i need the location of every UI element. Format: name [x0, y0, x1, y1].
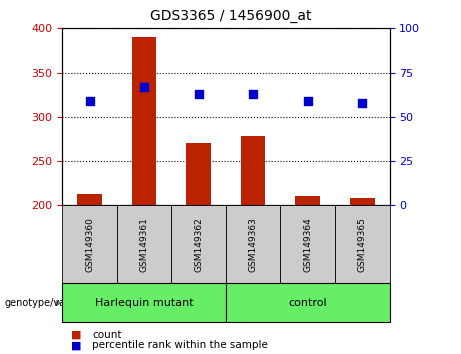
Bar — [296, 196, 320, 205]
Point — [86, 98, 93, 104]
Bar — [132, 37, 156, 205]
Bar — [186, 143, 211, 205]
Text: ■: ■ — [71, 330, 82, 339]
Point — [195, 91, 202, 97]
Point — [304, 98, 311, 104]
Text: genotype/variation: genotype/variation — [5, 298, 97, 308]
Text: Harlequin mutant: Harlequin mutant — [95, 298, 193, 308]
Point — [140, 84, 148, 90]
Text: GSM149362: GSM149362 — [194, 217, 203, 272]
Bar — [350, 198, 374, 205]
Text: control: control — [289, 298, 327, 308]
Text: GSM149363: GSM149363 — [248, 217, 258, 272]
Text: GSM149361: GSM149361 — [140, 217, 148, 272]
Text: GSM149360: GSM149360 — [85, 217, 94, 272]
Bar — [241, 136, 266, 205]
Text: GSM149365: GSM149365 — [358, 217, 367, 272]
Text: percentile rank within the sample: percentile rank within the sample — [92, 340, 268, 350]
Text: GDS3365 / 1456900_at: GDS3365 / 1456900_at — [150, 9, 311, 23]
Text: ■: ■ — [71, 340, 82, 350]
Point — [249, 91, 257, 97]
Text: GSM149364: GSM149364 — [303, 217, 312, 272]
Point — [359, 100, 366, 105]
Bar — [77, 194, 102, 205]
Text: count: count — [92, 330, 122, 339]
